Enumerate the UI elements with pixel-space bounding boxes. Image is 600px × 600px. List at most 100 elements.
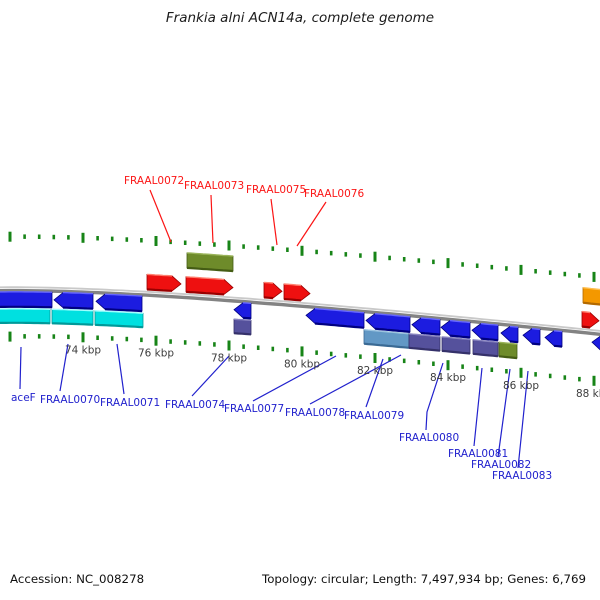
- gene-gene-unlabeled[interactable]: [544, 330, 563, 348]
- ruler-tick-top: [52, 234, 56, 240]
- gene-purple-bar-0-highlight: [233, 318, 252, 322]
- page-title: Frankia alni ACN14a, complete genome: [166, 10, 434, 26]
- ruler-tick-bottom: [140, 337, 143, 343]
- gene-cyan-bar-1-highlight: [0, 308, 51, 310]
- gene-FRAAL0079-shadow: [420, 331, 441, 336]
- gene-FRAAL0074[interactable]: [233, 302, 252, 319]
- ruler-label-88-kbp: 88 kbp: [576, 388, 600, 400]
- gene-gene-east-red[interactable]: [581, 311, 600, 328]
- gene-gene-east-red-highlight: [581, 310, 591, 314]
- gene-label-minus-FRAAL0080[interactable]: FRAAL0080: [399, 432, 459, 444]
- gene-purple-bar-2-shadow: [441, 349, 471, 355]
- gene-FRAAL0082[interactable]: [500, 325, 519, 343]
- gene-label-minus-FRAAL0070[interactable]: FRAAL0070: [40, 394, 100, 406]
- gene-label-minus-FRAAL0078[interactable]: FRAAL0078: [285, 407, 345, 419]
- gene-FRAAL0071[interactable]: [95, 293, 143, 312]
- ruler-tick-bottom: [592, 375, 596, 386]
- ruler-label-76-kbp: 76 kbp: [138, 348, 174, 360]
- gene-FRAAL0079[interactable]: [411, 317, 441, 336]
- ruler-tick-top: [110, 236, 114, 242]
- gene-orange-outer-bar-shadow: [582, 301, 600, 306]
- gene-FRAAL0083-shadow: [531, 342, 541, 346]
- ruler-tick-bottom: [125, 336, 129, 342]
- ruler-tick-bottom: [198, 341, 202, 346]
- ruler-tick-bottom: [256, 345, 260, 350]
- gene-label-minus-aceF[interactable]: aceF: [11, 392, 36, 404]
- ruler-tick-bottom: [490, 367, 494, 372]
- ruler-tick-bottom: [461, 364, 464, 369]
- ruler-tick-bottom: [534, 372, 537, 377]
- gene-FRAAL0082-highlight: [509, 325, 519, 328]
- gene-FRAAL0081-shadow: [480, 337, 499, 342]
- gene-steel-bar-highlight: [363, 329, 410, 335]
- ruler-tick-top: [315, 249, 318, 255]
- ruler-tick-top: [548, 270, 552, 275]
- ruler-tick-top: [534, 269, 537, 274]
- gene-label-plus-FRAAL0073[interactable]: FRAAL0073: [184, 180, 244, 192]
- ruler-tick-top: [67, 235, 70, 240]
- gene-FRAAL0081-highlight: [480, 322, 499, 326]
- gene-label-plus-FRAAL0075[interactable]: FRAAL0075: [246, 184, 306, 196]
- gene-FRAAL0072[interactable]: [146, 273, 182, 292]
- ruler-tick-top: [578, 273, 581, 278]
- gene-olive-outer-bar-highlight: [186, 252, 234, 257]
- genome-axis-line: [0, 288, 600, 337]
- gene-gene-unlabeled-highlight: [553, 330, 563, 333]
- gene-olive-outer-bar-shadow: [186, 266, 234, 273]
- gene-label-minus-FRAAL0083[interactable]: FRAAL0083: [492, 470, 552, 482]
- gene-cyan-bar-1-shadow: [0, 321, 51, 325]
- ruler-tick-top: [329, 250, 333, 256]
- gene-FRAAL0082-shadow: [509, 340, 519, 344]
- gene-aceF[interactable]: [0, 291, 53, 308]
- ruler-labels: 74 kbp 76 kbp 78 kbp 80 kbp 82 kbp 84 kbp 86 k…: [65, 344, 600, 400]
- gene-FRAAL0080-shadow: [449, 334, 471, 339]
- gene-FRAAL0080[interactable]: [440, 320, 471, 338]
- ruler-tick-bottom: [548, 373, 552, 379]
- ruler-tick-top: [140, 238, 143, 243]
- gene-FRAAL0083[interactable]: [522, 328, 541, 345]
- gene-cyan-bar-2-highlight: [51, 308, 93, 312]
- gene-cyan-bar-1[interactable]: [0, 308, 51, 324]
- ruler-tick-bottom: [81, 332, 85, 343]
- gene-label-minus-FRAAL0082[interactable]: FRAAL0082: [471, 459, 531, 471]
- leader-FRAAL0082: [497, 368, 511, 458]
- ruler-tick-top: [96, 236, 99, 241]
- gene-FRAAL0070[interactable]: [53, 292, 94, 310]
- gene-FRAAL0071-highlight: [104, 293, 142, 297]
- gene-FRAAL0072-shadow: [146, 288, 173, 292]
- gene-steel-bar-shadow: [363, 342, 410, 349]
- gene-FRAAL0075[interactable]: [263, 281, 283, 299]
- gene-label-plus-FRAAL0076[interactable]: FRAAL0076: [304, 188, 364, 200]
- ruler-tick-bottom: [227, 340, 231, 351]
- gene-label-minus-FRAAL0081[interactable]: FRAAL0081: [448, 448, 508, 460]
- leader-FRAAL0078: [309, 354, 402, 405]
- gene-FRAAL0081[interactable]: [471, 323, 499, 341]
- gene-label-minus-FRAAL0077[interactable]: FRAAL0077: [224, 403, 284, 415]
- leader-FRAAL0075: [270, 198, 278, 246]
- gene-gene-east-blue[interactable]: [591, 335, 600, 352]
- gene-purple-bar-3-shadow: [472, 352, 499, 358]
- gene-FRAAL0072-highlight: [146, 273, 173, 277]
- gene-FRAAL0075-shadow: [263, 296, 274, 300]
- gene-purple-bar-0[interactable]: [233, 318, 252, 335]
- gene-label-plus-FRAAL0072[interactable]: FRAAL0072: [124, 175, 184, 187]
- gene-label-minus-FRAAL0074[interactable]: FRAAL0074: [165, 399, 225, 411]
- ruler-tick-top: [505, 266, 508, 271]
- gene-purple-bar-2-highlight: [441, 336, 471, 341]
- gene-label-minus-FRAAL0071[interactable]: FRAAL0071: [100, 397, 160, 409]
- ruler-tick-top: [300, 245, 304, 256]
- ruler-tick-bottom: [432, 361, 435, 366]
- gene-label-minus-FRAAL0079[interactable]: FRAAL0079: [344, 410, 404, 422]
- genome-axis: [0, 286, 600, 337]
- leader-FRAAL0077: [252, 355, 337, 402]
- gene-FRAAL0076-shadow: [283, 297, 302, 302]
- gene-gene-east-red-shadow: [581, 325, 591, 329]
- ruler-tick-top: [198, 241, 202, 246]
- gene-FRAAL0077-highlight: [314, 307, 364, 314]
- gene-FRAAL0076[interactable]: [283, 283, 311, 301]
- gene-FRAAL0070-highlight: [62, 291, 94, 295]
- gene-olive-bar-shadow: [498, 355, 518, 360]
- gene-aceF-highlight: [0, 291, 53, 293]
